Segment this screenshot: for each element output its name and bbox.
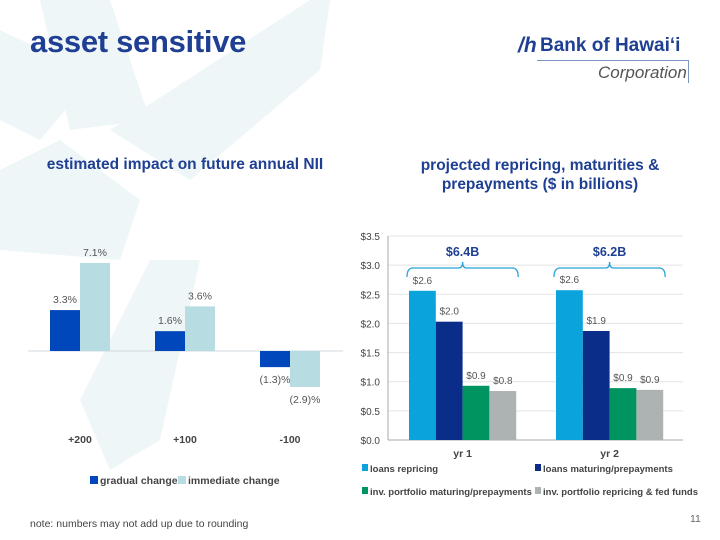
legend-swatch (362, 487, 368, 494)
y-tick-label: $0.5 (361, 407, 381, 418)
bar-immediate (185, 306, 215, 351)
category-label: +100 (173, 434, 197, 446)
data-label: $0.8 (493, 376, 513, 387)
y-tick-label: $1.0 (361, 378, 381, 389)
logo-mark-icon: /h (518, 34, 537, 57)
data-label: (2.9)% (290, 394, 321, 406)
data-label: 3.3% (53, 294, 77, 306)
page-title: asset sensitive (30, 24, 247, 59)
category-label: +200 (68, 434, 92, 446)
logo-divider (537, 60, 688, 61)
data-label: $2.0 (439, 307, 459, 318)
legend-swatch (90, 476, 98, 484)
total-label: $6.4B (446, 245, 479, 259)
data-label: 7.1% (83, 247, 107, 259)
chart1-title: estimated impact on future annual NII (46, 156, 324, 173)
legend-label: inv. portfolio repricing & fed funds (543, 487, 698, 498)
total-label: $6.2B (593, 245, 626, 259)
nii-impact-chart: 3.3% 7.1% +200 1.6% 3.6% +100 (1.3)% (2.9)% -100… (28, 247, 343, 487)
category-label: yr 1 (453, 448, 472, 460)
category-label: yr 2 (600, 448, 619, 460)
y-tick-label: $3.5 (361, 232, 381, 243)
y-tick-label: $3.0 (361, 261, 381, 272)
bar-gradual (50, 310, 80, 351)
chart2-title: projected repricing, maturities & prepay… (420, 157, 660, 193)
page-number: 11 (690, 513, 701, 525)
category-label: -100 (279, 434, 300, 446)
legend-label: loans repricing (370, 464, 438, 475)
data-label: $2.6 (413, 276, 433, 287)
data-label: 1.6% (158, 315, 182, 327)
data-label: 3.6% (188, 290, 212, 302)
data-label: $0.9 (640, 375, 660, 386)
bar (609, 388, 637, 440)
logo-divider-vertical (688, 60, 689, 83)
data-label: $2.6 (560, 275, 580, 286)
bar (462, 385, 490, 440)
bar-immediate (290, 351, 320, 387)
bar-immediate (80, 262, 110, 351)
legend-swatch (535, 464, 541, 471)
data-label: $0.9 (613, 373, 633, 384)
bar (409, 290, 436, 440)
bar-gradual (155, 331, 185, 351)
y-tick-label: $0.0 (361, 436, 381, 447)
logo-subtext: Corporation (598, 63, 687, 82)
legend-label: gradual change (100, 475, 178, 487)
legend-swatch (178, 476, 186, 484)
legend-label: inv. portfolio maturing/prepayments (370, 487, 532, 498)
bar (582, 331, 610, 440)
y-tick-label: $2.5 (361, 290, 381, 301)
bar (489, 391, 517, 440)
bar (435, 321, 463, 440)
bar-gradual (260, 351, 290, 368)
footnote: note: numbers may not add up due to roun… (30, 518, 249, 530)
legend-label: loans maturing/prepayments (543, 464, 673, 475)
bar (636, 389, 664, 440)
brace (553, 261, 666, 278)
data-label: $0.9 (466, 371, 486, 382)
legend-swatch (535, 487, 541, 494)
brace (406, 261, 519, 278)
legend-label: immediate change (188, 475, 280, 487)
bar (556, 290, 583, 440)
logo-text: Bank of Hawaiʻi (540, 35, 681, 56)
data-label: (1.3)% (260, 374, 291, 386)
data-label: $1.9 (586, 316, 606, 327)
y-tick-label: $1.5 (361, 349, 381, 360)
legend-swatch (362, 464, 368, 471)
y-tick-label: $2.0 (361, 319, 381, 330)
repricing-chart: $0.0 $0.5 $1.0 $1.5 $2.0 $2.5 $3.0 $3.5 $2.6 $2.0… (361, 232, 698, 498)
